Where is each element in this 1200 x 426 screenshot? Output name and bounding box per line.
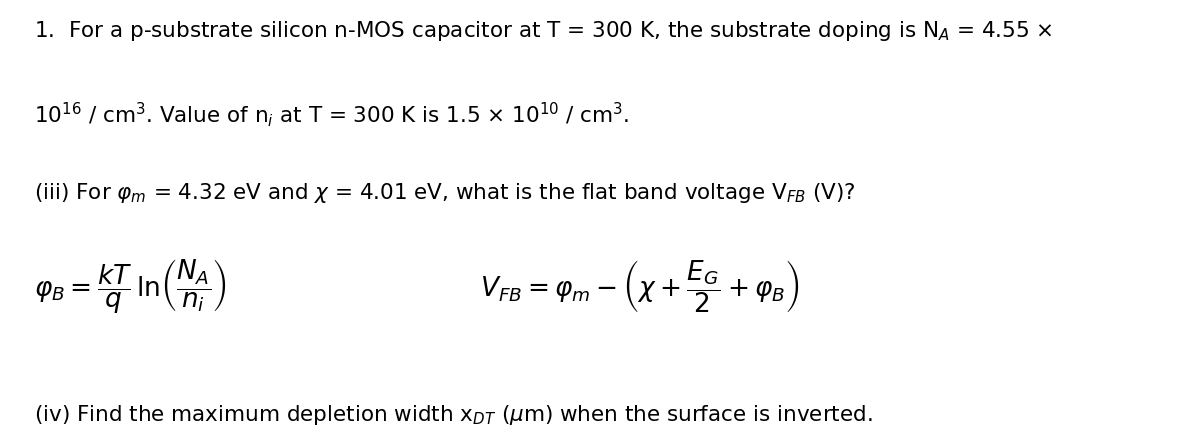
Text: 10$^{16}$ / cm$^3$. Value of n$_i$ at T = 300 K is 1.5 $\times$ 10$^{10}$ / cm$^: 10$^{16}$ / cm$^3$. Value of n$_i$ at T … [34, 100, 629, 129]
Text: $V_{FB} = \varphi_m - \left(\chi + \dfrac{E_G}{2} + \varphi_B\right)$: $V_{FB} = \varphi_m - \left(\chi + \dfra… [480, 258, 799, 315]
Text: $\varphi_B = \dfrac{kT}{q}\,\ln\!\left(\dfrac{N_A}{n_i}\right)$: $\varphi_B = \dfrac{kT}{q}\,\ln\!\left(\… [34, 258, 227, 316]
Text: (iv) Find the maximum depletion width x$_{DT}$ ($\mu$m) when the surface is inve: (iv) Find the maximum depletion width x$… [34, 403, 872, 426]
Text: 1.  For a p-substrate silicon n-MOS capacitor at T = 300 K, the substrate doping: 1. For a p-substrate silicon n-MOS capac… [34, 19, 1052, 43]
Text: (iii) For $\varphi_m$ = 4.32 eV and $\chi$ = 4.01 eV, what is the flat band volt: (iii) For $\varphi_m$ = 4.32 eV and $\ch… [34, 181, 856, 205]
